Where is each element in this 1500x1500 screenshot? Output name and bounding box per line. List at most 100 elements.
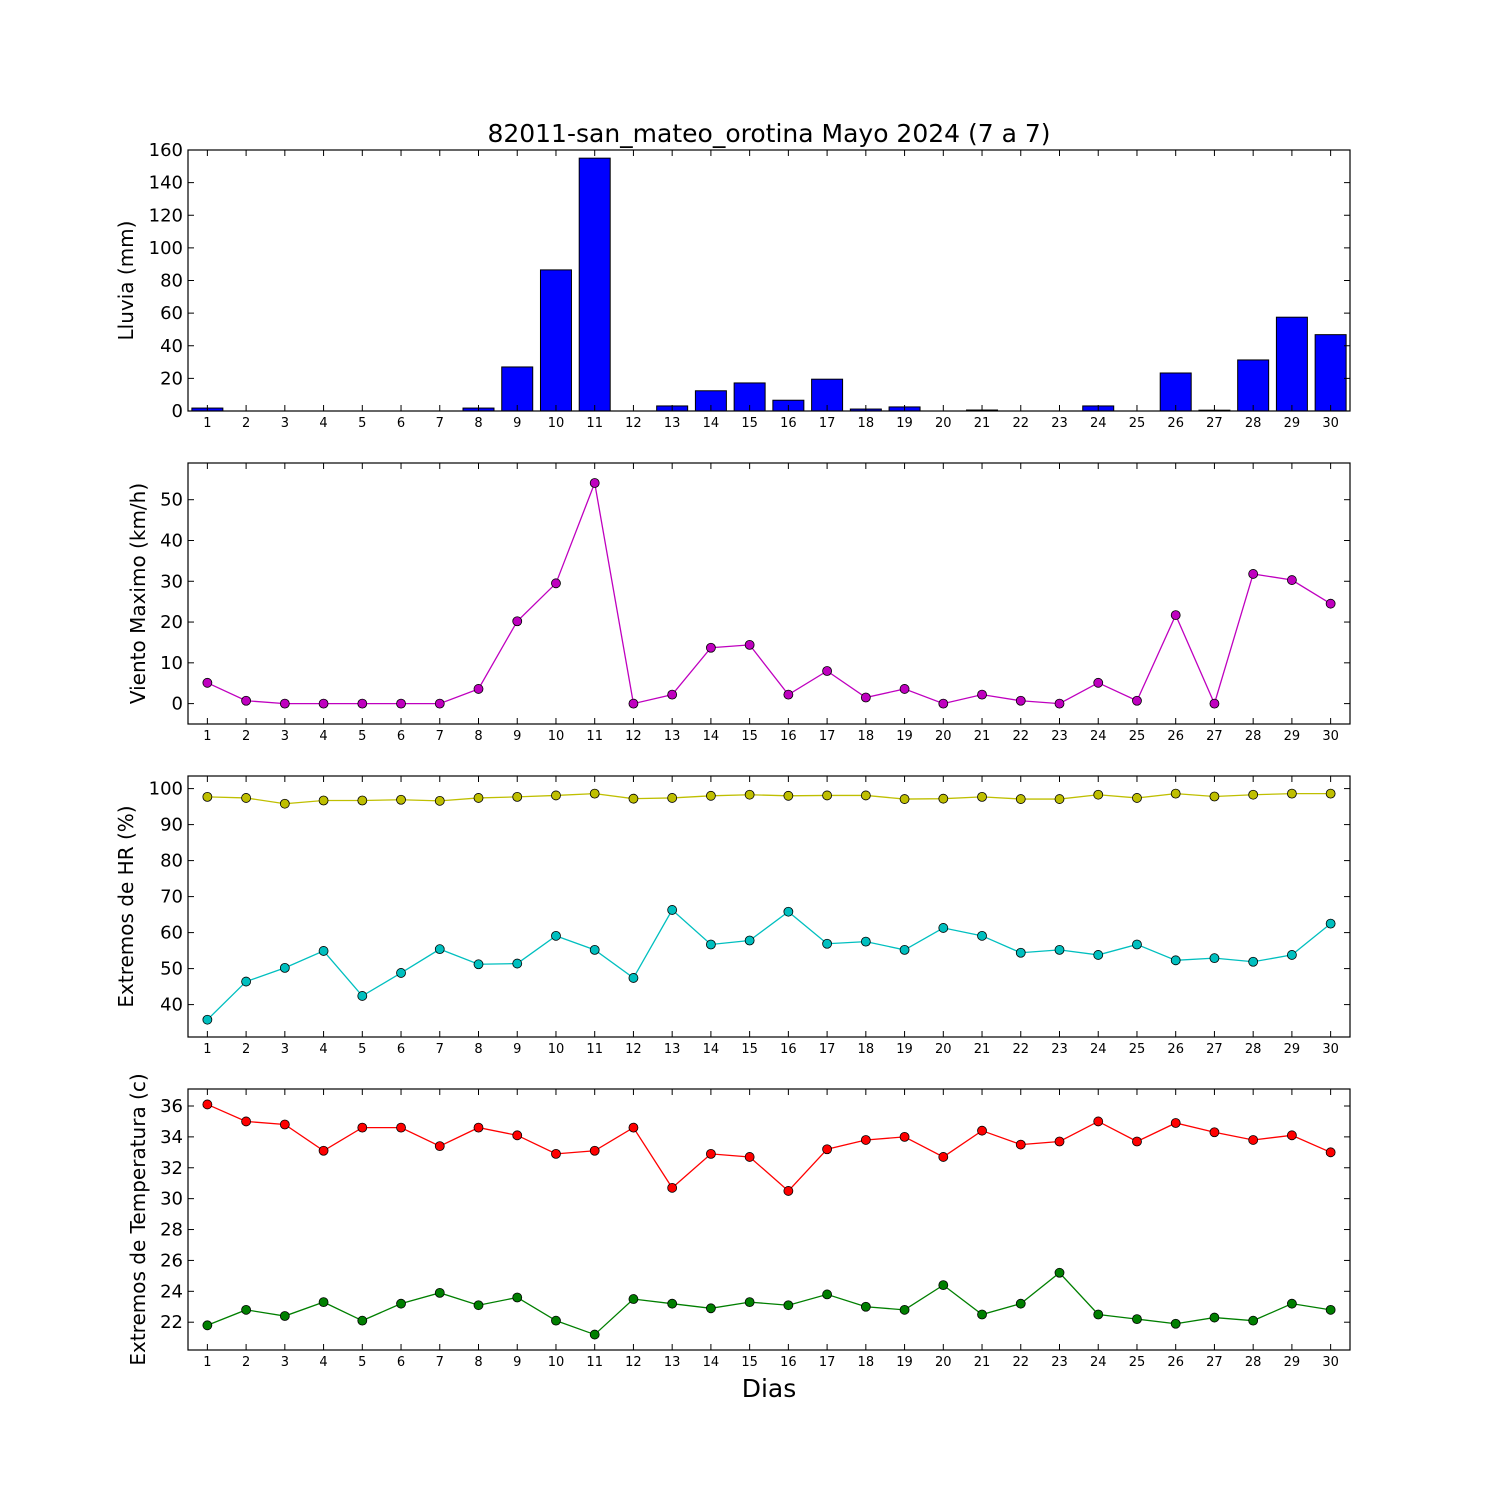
hr-series-1-point-28 — [1248, 789, 1259, 800]
lluvia-xtick-label: 12 — [625, 416, 642, 431]
hr-ytick-label: 40 — [160, 995, 183, 1016]
lluvia-y-axis-label: Lluvia (mm) — [114, 221, 138, 341]
viento-series-1-point-9 — [512, 616, 523, 627]
viento-xtick-label: 24 — [1090, 729, 1107, 744]
hr-series-1-point-9 — [512, 791, 523, 802]
hr-series-2-point-2 — [241, 976, 252, 987]
hr-ytick-label: 50 — [160, 959, 183, 980]
hr-xtick-label: 17 — [819, 1042, 836, 1057]
hr-xtick-label: 3 — [281, 1042, 289, 1057]
hr-series-2-point-25 — [1132, 939, 1142, 950]
temperatura-series-1-point-11 — [589, 1145, 600, 1156]
hr-xtick-label: 14 — [703, 1042, 720, 1057]
hr-series-2-point-16 — [783, 906, 794, 917]
lluvia-bar-30 — [1314, 334, 1347, 412]
temperatura-xtick-label: 7 — [436, 1355, 444, 1370]
temperatura-series-2-line — [207, 1271, 1331, 1336]
viento-series-1-point-25 — [1132, 695, 1142, 706]
hr-series-2-point-14 — [706, 939, 716, 950]
temperatura-series-2-point-30 — [1325, 1304, 1336, 1315]
temperatura-series-1-point-23 — [1054, 1136, 1065, 1147]
viento-series-1-point-26 — [1170, 610, 1181, 621]
viento-ytick-label: 20 — [160, 612, 183, 633]
temperatura-series-1-point-8 — [473, 1122, 484, 1133]
temperatura-series-1-point-15 — [744, 1152, 755, 1162]
lluvia-xtick-label: 10 — [548, 416, 565, 431]
temperatura-series-2-point-28 — [1248, 1315, 1259, 1326]
hr-series-2-point-5 — [357, 991, 368, 1001]
viento-series-1-point-19 — [899, 684, 910, 694]
temperatura-xtick-label: 23 — [1051, 1355, 1068, 1370]
lluvia-ytick-label: 120 — [149, 205, 183, 226]
hr-series-2-point-28 — [1248, 956, 1259, 967]
lluvia-ytick-label: 20 — [160, 368, 183, 389]
viento-series-1-point-5 — [357, 698, 368, 709]
hr-y-axis-label: Extremos de HR (%) — [114, 805, 138, 1007]
temperatura-series-1-point-25 — [1132, 1136, 1142, 1147]
viento-xtick-label: 13 — [664, 729, 681, 744]
viento-series-1-point-27 — [1209, 698, 1220, 709]
hr-series-2-point-8 — [473, 959, 484, 970]
temperatura-series-2-point-19 — [899, 1304, 910, 1315]
viento-xtick-label: 14 — [703, 729, 720, 744]
x-axis-label: Dias — [742, 1374, 797, 1403]
lluvia-xtick-label: 20 — [935, 416, 952, 431]
hr-xtick-label: 4 — [319, 1042, 327, 1057]
temperatura-series-2-point-2 — [241, 1304, 252, 1315]
temperatura-series-2-point-20 — [938, 1280, 949, 1291]
hr-series-1-point-24 — [1093, 789, 1104, 800]
hr-xtick-label: 7 — [436, 1042, 444, 1057]
temperatura-xtick-label: 16 — [780, 1355, 797, 1370]
hr-series-2-point-17 — [822, 938, 832, 949]
viento-xtick-label: 25 — [1129, 729, 1146, 744]
temperatura-series-2-point-27 — [1209, 1312, 1220, 1323]
lluvia-ytick-label: 160 — [149, 140, 183, 161]
viento-series-1-point-12 — [628, 698, 639, 709]
viento-series-1-point-23 — [1054, 698, 1065, 709]
lluvia-ytick-label: 60 — [160, 303, 183, 324]
temperatura-series-2-point-22 — [1015, 1298, 1026, 1309]
viento-series-1-point-7 — [434, 698, 445, 709]
temperatura-xtick-label: 27 — [1206, 1355, 1223, 1370]
temperatura-series-2-point-4 — [318, 1297, 329, 1308]
temperatura-series-2-point-14 — [706, 1303, 716, 1314]
temperatura-y-axis-label: Extremos de Temperatura (c) — [126, 1073, 150, 1365]
temperatura-xtick-label: 6 — [397, 1355, 405, 1370]
viento-y-axis-label: Viento Maximo (km/h) — [126, 483, 150, 704]
hr-series-2-point-1 — [202, 1014, 213, 1025]
temperatura-series-2-point-7 — [434, 1287, 445, 1298]
lluvia-xtick-label: 14 — [703, 416, 720, 431]
lluvia-ytick-label: 140 — [149, 173, 183, 194]
hr-series-2-point-15 — [744, 935, 755, 946]
hr-series-2-point-24 — [1093, 950, 1104, 960]
temperatura-series-1-point-30 — [1325, 1147, 1336, 1158]
viento-series-1-point-22 — [1015, 695, 1026, 706]
hr-series-1-point-29 — [1287, 788, 1297, 799]
temperatura-series-2-point-18 — [860, 1301, 871, 1312]
hr-ytick-label: 80 — [160, 851, 183, 872]
hr-series-2-point-20 — [938, 923, 949, 933]
hr-xtick-label: 8 — [474, 1042, 482, 1057]
lluvia-xtick-label: 5 — [358, 416, 366, 431]
temperatura-ytick-label: 22 — [160, 1312, 183, 1333]
temperatura-ytick-label: 28 — [160, 1220, 183, 1241]
hr-series-1-point-15 — [744, 789, 755, 800]
hr-ytick-label: 100 — [149, 779, 183, 800]
hr-series-2-point-12 — [628, 973, 639, 983]
hr-series-2-point-19 — [899, 944, 910, 955]
viento-xtick-label: 22 — [1012, 729, 1029, 744]
hr-series-1-point-23 — [1054, 794, 1065, 804]
temperatura-series-1-point-2 — [241, 1116, 252, 1127]
lluvia-xtick-label: 26 — [1167, 416, 1184, 431]
viento-xtick-label: 2 — [242, 729, 250, 744]
lluvia-xtick-label: 25 — [1129, 416, 1146, 431]
viento-xtick-label: 3 — [281, 729, 289, 744]
viento-ytick-label: 50 — [160, 490, 183, 511]
temperatura-xtick-label: 13 — [664, 1355, 681, 1370]
hr-series-2-point-23 — [1054, 944, 1065, 955]
lluvia-xtick-label: 21 — [974, 416, 991, 431]
